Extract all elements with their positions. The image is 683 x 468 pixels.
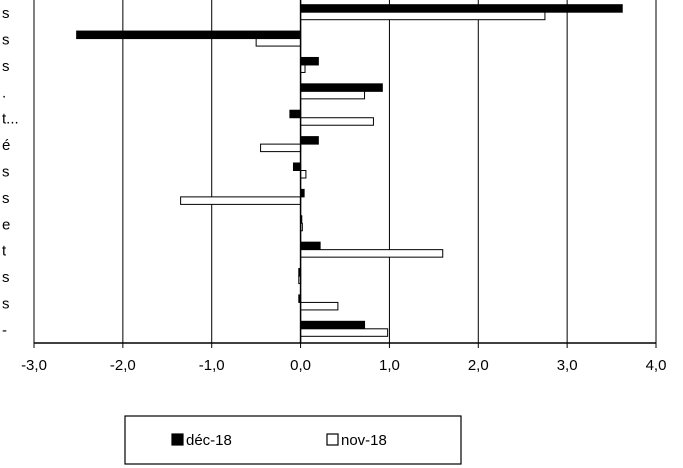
legend-label: nov-18	[341, 432, 387, 449]
x-tick-labels: -3,0 -2,0 -1,0 0,0 1,0 2,0 3,0 4,0	[21, 357, 666, 374]
bar-nov-18	[260, 143, 302, 153]
category-label: e	[2, 216, 10, 233]
bar-dec-18	[300, 320, 366, 330]
category-label: t...	[2, 111, 19, 128]
bar-dec-18	[300, 241, 321, 251]
bar-nov-18	[180, 196, 302, 205]
x-tick-label: -3,0	[21, 357, 47, 374]
category-label: s	[2, 5, 10, 22]
x-tick-label: 3,0	[557, 357, 578, 374]
category-label: s	[2, 295, 10, 312]
x-tick-label: 2,0	[468, 357, 489, 374]
category-label: s	[2, 190, 10, 207]
legend: déc-18 nov-18	[124, 415, 462, 465]
category-label: t	[2, 243, 7, 260]
bar-dec-18	[300, 136, 319, 145]
axes	[33, 0, 657, 348]
legend-label: déc-18	[186, 432, 232, 449]
x-tick-label: -1,0	[199, 357, 225, 374]
bar-dec-18	[292, 162, 302, 171]
category-label: é	[2, 137, 10, 154]
category-label: .	[2, 84, 6, 101]
legend-swatch	[171, 433, 184, 446]
bar-nov-18	[300, 90, 366, 100]
bar-nov-18	[300, 11, 546, 21]
bar-dec-18	[76, 30, 302, 40]
category-label: s	[2, 164, 10, 181]
bar-nov-18	[300, 249, 444, 258]
bar-dec-18	[300, 56, 319, 66]
category-label: s	[2, 269, 10, 286]
bar-nov-18	[300, 117, 374, 126]
bar-nov-18	[300, 170, 307, 179]
legend-swatch	[326, 433, 339, 446]
bar-dec-18	[289, 109, 302, 119]
x-tick-label: 1,0	[379, 357, 400, 374]
gridlines	[33, 0, 657, 343]
x-tick-label: 0,0	[290, 357, 311, 374]
category-label: s	[2, 32, 10, 49]
category-label: -	[2, 322, 7, 339]
x-tick-label: -2,0	[110, 357, 136, 374]
bar-dec-18	[300, 83, 383, 92]
bar-nov-18	[255, 38, 302, 47]
bar-nov-18	[300, 301, 339, 311]
bars	[76, 4, 623, 337]
category-label: s	[2, 58, 10, 75]
bar-dec-18	[300, 4, 623, 13]
x-tick-label: 4,0	[646, 357, 667, 374]
bar-nov-18	[300, 328, 389, 337]
